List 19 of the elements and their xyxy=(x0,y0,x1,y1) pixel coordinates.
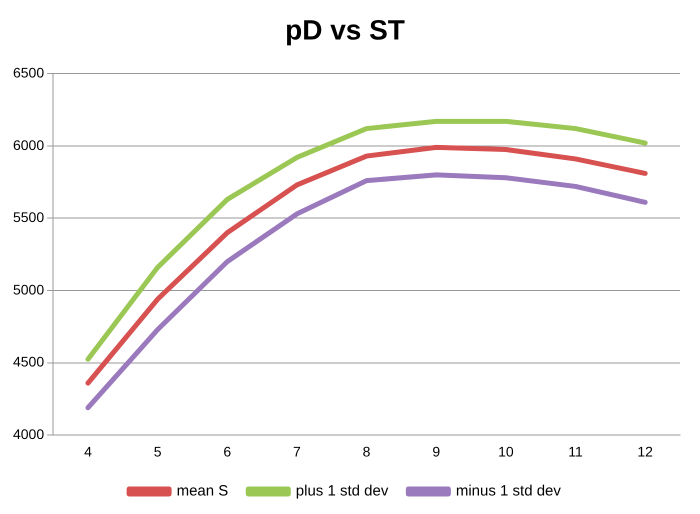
y-tick-label: 6500 xyxy=(12,64,44,80)
x-tick-label: 4 xyxy=(84,443,92,460)
y-tick-label: 4000 xyxy=(12,426,44,442)
legend-label: plus 1 std dev xyxy=(296,482,389,500)
x-tick-label: 8 xyxy=(362,443,371,460)
legend-label: minus 1 std dev xyxy=(456,482,562,500)
legend-label: mean S xyxy=(176,482,228,500)
chart-title: pD vs ST xyxy=(285,14,405,46)
y-tick-label: 6000 xyxy=(12,136,44,153)
x-tick-label: 7 xyxy=(293,443,302,460)
x-tick-label: 11 xyxy=(568,443,583,460)
x-tick-label: 6 xyxy=(223,443,232,460)
x-tick-label: 10 xyxy=(498,443,514,460)
y-tick-label: 4500 xyxy=(12,354,44,370)
y-tick-label: 5500 xyxy=(12,209,44,226)
x-tick-label: 9 xyxy=(432,443,440,460)
x-tick-label: 12 xyxy=(637,443,654,460)
y-tick-label: 5000 xyxy=(12,281,44,298)
x-tick-label: 5 xyxy=(154,443,162,460)
